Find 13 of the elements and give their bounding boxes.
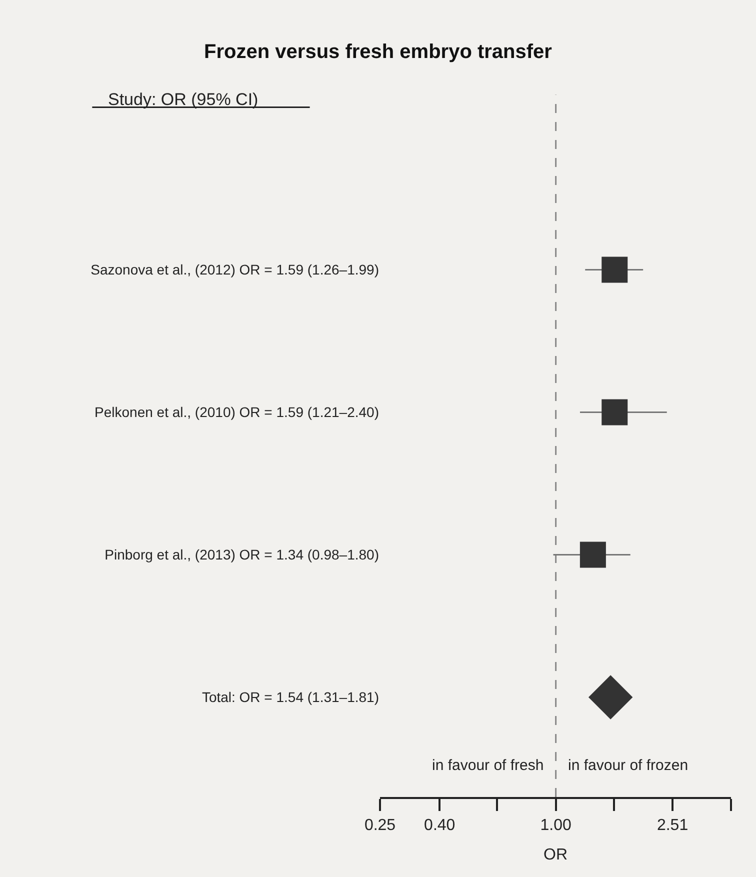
text: Study: OR (95% CI) [108, 90, 258, 109]
chart-title: Frozen versus fresh embryo transfer [204, 40, 552, 63]
y-tick-label: Total: OR = 1.54 (1.31–1.81) [202, 689, 379, 706]
x-tick-label: 0.40 [424, 817, 456, 834]
x-tick-label: 1.00 [540, 817, 572, 834]
x-axis-title: OR [544, 846, 568, 864]
y-tick-label: Pelkonen et al., (2010) OR = 1.59 (1.21–2.40) [94, 404, 379, 420]
annotation: in favour of frozen [568, 757, 688, 774]
annotation: in favour of fresh [432, 757, 544, 774]
x-tick-label: 0.25 [364, 817, 396, 834]
x-tick-label: 2.51 [656, 817, 688, 834]
y-tick-label: Sazonova et al., (2012) OR = 1.59 (1.26–1.99) [90, 262, 379, 278]
y-tick-label: Pinborg et al., (2013) OR = 1.34 (0.98–1.80) [104, 546, 379, 563]
